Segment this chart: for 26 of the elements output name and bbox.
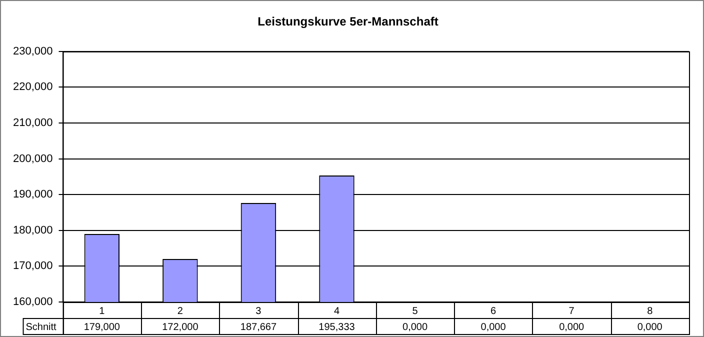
data-label: 187,667	[240, 322, 277, 333]
text: 0,000	[559, 322, 584, 333]
x-tick-label: 4	[334, 306, 340, 317]
x-tick-label: 5	[412, 306, 418, 317]
x-tick-label: 6	[490, 306, 497, 317]
x-tick-label: 7	[568, 306, 575, 317]
y-tick-label: 220,000	[12, 81, 53, 94]
chart-title: Leistungskurve 5er-Mannschaft	[258, 14, 438, 29]
text: 0,000	[402, 322, 428, 333]
text: 0,000	[480, 322, 506, 333]
text: Schnitt	[26, 322, 57, 333]
text: 0,000	[637, 322, 662, 333]
y-tick-label: 180,000	[12, 224, 53, 236]
data-label: 172,000	[162, 322, 199, 333]
x-tick-label: 2	[177, 306, 184, 317]
y-tick-label: 210,000	[12, 117, 53, 130]
data-label: 179,000	[84, 322, 120, 333]
data-label: 195,333	[318, 322, 356, 333]
x-tick-label: 3	[256, 306, 262, 317]
y-tick-label: 160,000	[12, 296, 53, 308]
y-tick-label: 200,000	[12, 152, 53, 165]
y-tick-label: 230,000	[12, 45, 53, 58]
y-tick-label: 190,000	[12, 188, 53, 201]
x-tick-label: 8	[647, 306, 654, 317]
y-tick-label: 170,000	[12, 260, 53, 272]
x-tick-label: 1	[99, 306, 106, 317]
